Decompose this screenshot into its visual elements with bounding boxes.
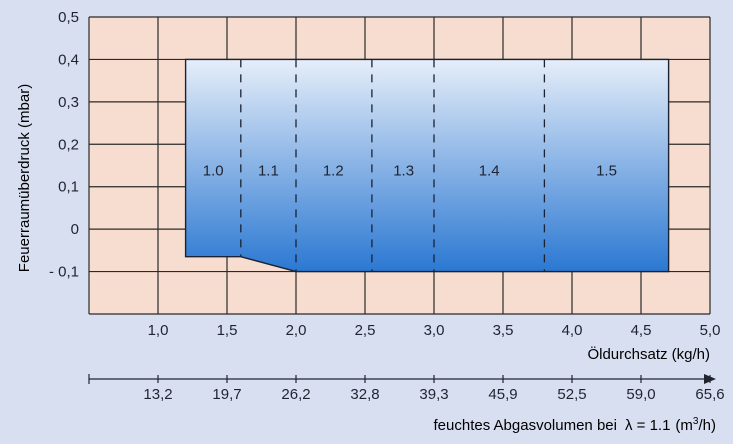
x2-tick-label: 59,0 bbox=[626, 386, 655, 403]
zone-label: 1.3 bbox=[393, 163, 414, 180]
x2-tick-label: 26,2 bbox=[281, 386, 310, 403]
y-tick-label: 0 bbox=[71, 221, 79, 238]
x2-axis-label: feuchtes Abgasvolumen bei λ = 1.1 (m3/h) bbox=[434, 416, 717, 434]
x2-tick-label: 13,2 bbox=[143, 386, 172, 403]
x2-tick-label: 45,9 bbox=[488, 386, 517, 403]
x2-axis-label-close: /h) bbox=[698, 417, 716, 434]
x2-tick-label: 65,6 bbox=[695, 386, 724, 403]
zone-label: 1.0 bbox=[203, 163, 224, 180]
x-tick-label: 4,5 bbox=[631, 322, 652, 339]
y-tick-label: - 0,1 bbox=[49, 264, 79, 281]
x2-axis-label-exponent: 3 bbox=[693, 416, 699, 427]
x2-tick-label: 52,5 bbox=[557, 386, 586, 403]
y-tick-label: 0,4 bbox=[58, 51, 79, 68]
x-tick-label: 1,5 bbox=[217, 322, 238, 339]
x-tick-label: 3,5 bbox=[493, 322, 514, 339]
x2-axis-label-prefix: feuchtes Abgasvolumen bei bbox=[434, 417, 617, 434]
zone-label: 1.4 bbox=[479, 163, 500, 180]
x2-tick-label: 19,7 bbox=[212, 386, 241, 403]
x2-axis-label-unit: (m bbox=[675, 417, 693, 434]
zone-label: 1.1 bbox=[258, 163, 279, 180]
x2-tick-label: 32,8 bbox=[350, 386, 379, 403]
x2-axis-label-lambda: λ = 1.1 bbox=[625, 417, 670, 434]
x-tick-label: 2,0 bbox=[286, 322, 307, 339]
y-tick-label: 0,2 bbox=[58, 136, 79, 153]
x-tick-label: 5,0 bbox=[700, 322, 721, 339]
zone-label: 1.2 bbox=[323, 163, 344, 180]
y-axis-label: Feuerraumüberdruck (mbar) bbox=[16, 84, 33, 272]
x-axis-label: Öldurchsatz (kg/h) bbox=[587, 345, 710, 363]
x2-tick-label: 39,3 bbox=[419, 386, 448, 403]
y-tick-label: 0,5 bbox=[58, 9, 79, 26]
y-tick-label: 0,1 bbox=[58, 179, 79, 196]
x-tick-label: 3,0 bbox=[424, 322, 445, 339]
zone-label: 1.5 bbox=[596, 163, 617, 180]
x-tick-label: 1,0 bbox=[148, 322, 169, 339]
operating-region bbox=[184, 58, 670, 273]
x-tick-label: 2,5 bbox=[355, 322, 376, 339]
x-tick-label: 4,0 bbox=[562, 322, 583, 339]
y-tick-label: 0,3 bbox=[58, 94, 79, 111]
